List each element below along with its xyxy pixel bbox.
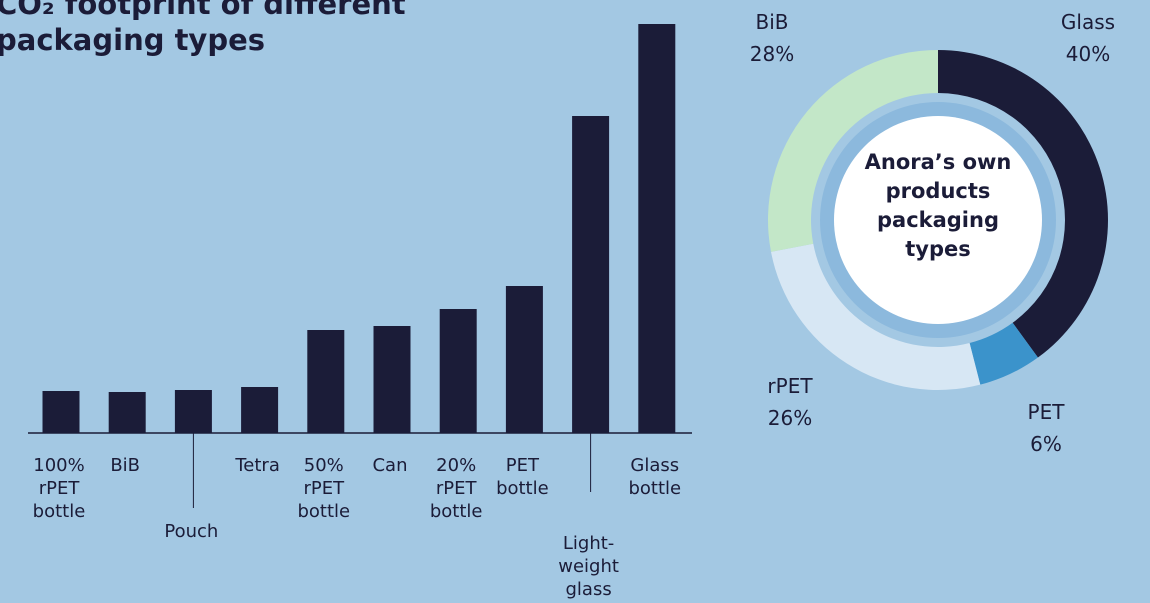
segment-value: 28% xyxy=(749,42,795,66)
segment-value: 6% xyxy=(1030,432,1062,456)
segment-value: 40% xyxy=(1065,42,1111,66)
x-tick-label: Glass bottle xyxy=(628,455,682,499)
bar xyxy=(42,391,80,433)
bar xyxy=(241,387,279,433)
x-tick-label: Light-weight glass xyxy=(558,533,619,600)
x-tick-label: 50% rPET bottle xyxy=(297,455,351,522)
segment-value: 26% xyxy=(767,406,813,430)
donut-segment xyxy=(969,322,1038,385)
segment-name: PET xyxy=(1027,400,1065,424)
bar xyxy=(638,24,676,433)
x-tick-label: PET bottle xyxy=(496,455,549,499)
bar xyxy=(505,286,543,433)
segment-name: BiB xyxy=(755,10,789,34)
x-tick-label: Can xyxy=(372,455,408,476)
bar xyxy=(174,390,212,433)
donut-segment xyxy=(771,243,981,391)
donut-segment xyxy=(938,50,1108,358)
x-tick-label: 20% rPET bottle xyxy=(429,455,483,522)
bar xyxy=(373,326,411,433)
donut-hole xyxy=(834,116,1042,324)
segment-name: rPET xyxy=(767,374,813,398)
donut-center-label: Anora’s own products packaging types xyxy=(864,150,1012,261)
segment-label: Glass 40% xyxy=(1048,6,1128,70)
bar xyxy=(572,116,610,433)
x-tick-label: 100% rPET bottle xyxy=(32,455,86,522)
segment-label: PET 6% xyxy=(1006,396,1086,460)
segment-label: BiB 28% xyxy=(732,6,812,70)
x-tick-label: Tetra xyxy=(235,455,280,476)
segment-name: Glass xyxy=(1060,10,1116,34)
segment-label: rPET 26% xyxy=(750,370,830,434)
bar xyxy=(307,330,345,433)
chart-title: CO₂ footprint of different packaging typ… xyxy=(0,0,406,57)
bar xyxy=(108,392,146,433)
x-tick-label: Pouch xyxy=(164,521,219,542)
x-tick-label: BiB xyxy=(110,455,141,476)
bar xyxy=(439,309,477,433)
donut-segment xyxy=(768,50,938,252)
